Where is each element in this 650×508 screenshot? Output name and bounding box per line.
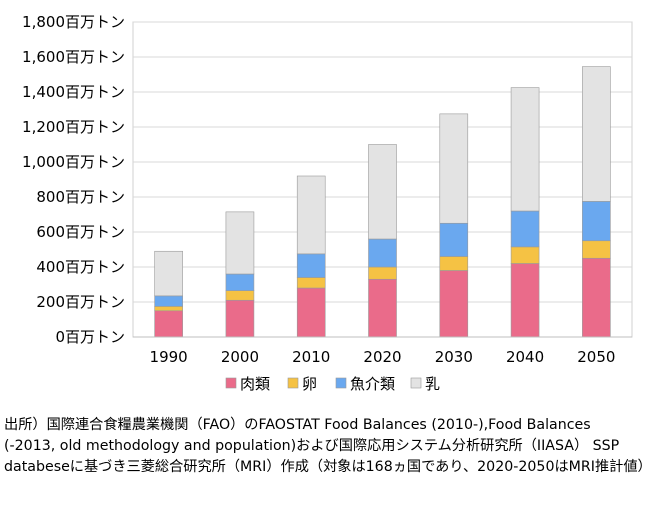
bar-segment <box>225 290 255 301</box>
x-tick-label: 1990 <box>150 348 188 366</box>
bar-segment <box>154 306 183 312</box>
bar-segment <box>225 299 255 338</box>
bar-segment <box>510 263 540 338</box>
bar-segment <box>582 66 611 202</box>
y-tick-label: 1,600百万トン <box>22 48 125 66</box>
y-tick-label: 600百万トン <box>36 223 125 241</box>
bar-segment <box>510 87 540 212</box>
bar-segment <box>368 144 397 240</box>
chart: 0百万トン 200百万トン 400百万トン 600百万トン 800百万トン 1,000百万… <box>22 13 633 393</box>
legend-label: 乳 <box>425 375 440 393</box>
bar-segment <box>582 240 611 259</box>
y-tick-label: 1,800百万トン <box>22 13 125 31</box>
bar-segment <box>439 222 469 257</box>
x-tick-label: 2010 <box>292 348 330 366</box>
bar-segment <box>439 270 469 338</box>
bar-segment <box>439 256 469 271</box>
bar-segment <box>582 201 611 242</box>
bar-segment <box>225 211 255 275</box>
y-tick-label: 400百万トン <box>36 258 125 276</box>
y-tick-label: 200百万トン <box>36 293 125 311</box>
bar-segment <box>154 250 183 297</box>
x-tick-label: 2030 <box>435 348 473 366</box>
bar-segment <box>296 287 326 338</box>
y-tick-label: 1,200百万トン <box>22 118 125 136</box>
bar-segment <box>154 310 183 338</box>
bar-segment <box>296 253 326 278</box>
y-tick-label: 1,400百万トン <box>22 83 125 101</box>
legend-swatch <box>287 377 299 389</box>
x-tick-label: 2000 <box>221 348 259 366</box>
y-tick-label: 800百万トン <box>36 188 125 206</box>
bar-segment <box>582 257 611 338</box>
bar-segment <box>510 246 540 264</box>
bar-segment <box>368 238 397 268</box>
legend-label: 肉類 <box>240 375 270 393</box>
legend-swatch <box>335 377 347 389</box>
bar-segment <box>439 113 469 224</box>
legend-swatch <box>225 377 237 389</box>
bar-segment <box>296 175 326 255</box>
legend-label: 魚介類 <box>350 375 395 393</box>
legend-label: 卵 <box>302 375 317 393</box>
x-tick-label: 2040 <box>506 348 544 366</box>
bar-segment <box>296 277 326 289</box>
x-tick-label: 2020 <box>363 348 401 366</box>
source-note: 出所）国際連合食糧農業機関（FAO）のFAOSTAT Food Balances… <box>4 417 650 475</box>
x-tick-label: 2050 <box>577 348 615 366</box>
y-tick-label: 1,000百万トン <box>22 153 125 171</box>
legend-swatch <box>410 377 422 389</box>
y-tick-label: 0百万トン <box>55 328 125 346</box>
bar-segment <box>510 210 540 248</box>
bar-segment <box>368 266 397 280</box>
bar-segment <box>225 273 255 291</box>
bar-segment <box>154 295 183 307</box>
bar-segment <box>368 278 397 338</box>
stacked-bar-chart: 0百万トン 200百万トン 400百万トン 600百万トン 800百万トン 1,000百万… <box>22 13 633 393</box>
